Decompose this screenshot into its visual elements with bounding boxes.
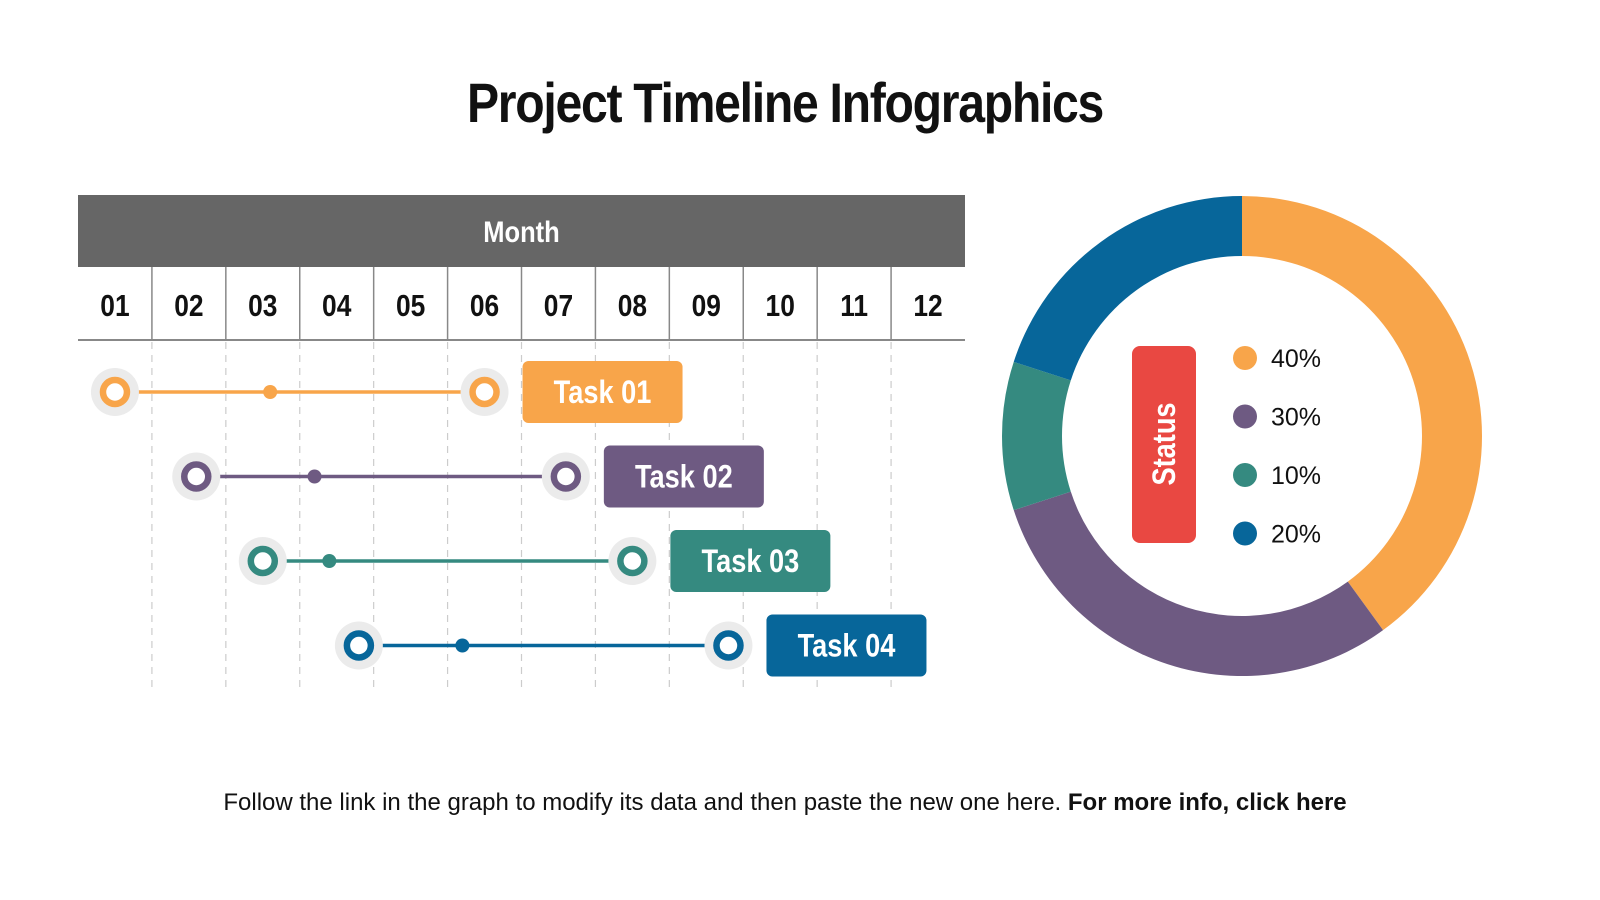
task-start-marker: [181, 461, 212, 492]
task-label: Task 02: [635, 459, 733, 495]
task-label: Task 04: [798, 628, 896, 664]
legend-swatch: [1233, 463, 1257, 487]
task-start-marker: [99, 376, 131, 408]
status-label-box: [1132, 346, 1196, 543]
month-tick-label: 09: [692, 289, 721, 323]
legend-label: 30%: [1271, 404, 1321, 432]
footer: Follow the link in the graph to modify i…: [0, 789, 1570, 817]
task-label: Task 01: [554, 375, 652, 411]
legend-swatch: [1233, 521, 1257, 546]
task-label-box: [522, 361, 683, 423]
month-header-bar: [78, 195, 965, 267]
task-start-marker: [247, 545, 279, 577]
donut-slice: [1002, 361, 1071, 511]
legend-label: 40%: [1271, 345, 1321, 373]
task-label-box: [766, 614, 927, 677]
legend-label: 10%: [1271, 462, 1321, 490]
donut-slice: [1013, 196, 1242, 381]
status-label: Status: [1147, 402, 1183, 485]
task-label: Task 03: [701, 544, 799, 580]
month-tick-label: 11: [840, 289, 868, 323]
more-info-link[interactable]: For more info, click here: [1067, 789, 1347, 816]
task-midpoint-marker: [307, 469, 322, 484]
task-end-marker: [617, 545, 648, 577]
month-tick-label: 03: [248, 289, 277, 323]
month-tick-label: 01: [100, 289, 129, 323]
task-end-marker: [713, 630, 744, 661]
task-label-box: [670, 530, 831, 592]
month-tick-label: 07: [544, 289, 573, 323]
month-tick-label: 05: [396, 289, 425, 323]
task-end-marker: [469, 376, 500, 408]
task-midpoint-marker: [322, 554, 337, 568]
month-header-label: Month: [483, 215, 559, 248]
month-tick-label: 10: [766, 289, 795, 323]
task-start-marker: [343, 630, 375, 661]
month-tick-label: 12: [913, 289, 942, 323]
donut-slice: [1013, 491, 1384, 676]
month-tick-label: 02: [174, 289, 203, 323]
donut-slice: [1242, 196, 1482, 631]
month-tick-label: 08: [618, 289, 647, 323]
task-label-box: [603, 445, 764, 508]
legend-swatch: [1233, 346, 1257, 370]
footer-text: Follow the link in the graph to modify i…: [223, 789, 1068, 816]
task-end-marker: [550, 461, 582, 492]
page-title: Project Timeline Infographics: [466, 71, 1104, 134]
legend-swatch: [1233, 404, 1257, 429]
legend-label: 20%: [1271, 521, 1321, 549]
task-midpoint-marker: [455, 638, 470, 653]
task-midpoint-marker: [263, 385, 278, 399]
month-tick-label: 06: [470, 289, 499, 323]
month-tick-label: 04: [322, 289, 351, 323]
